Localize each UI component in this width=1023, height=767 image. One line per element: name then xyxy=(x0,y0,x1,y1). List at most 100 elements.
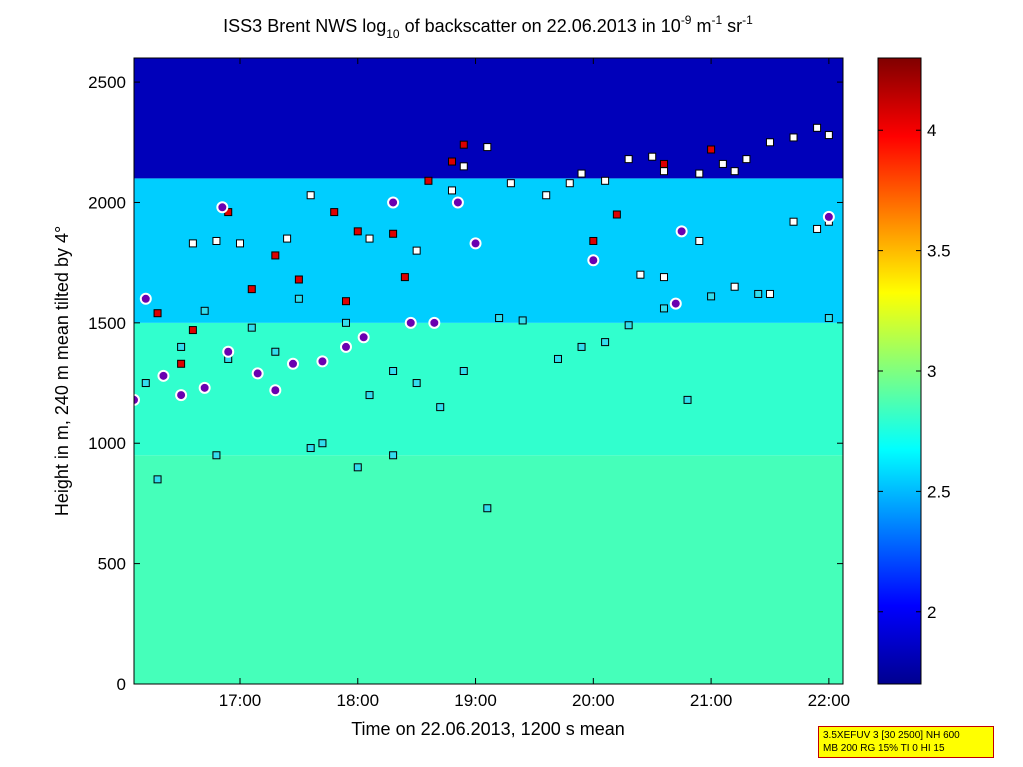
cyan-square-marker xyxy=(460,368,467,375)
white-square-marker xyxy=(766,290,773,297)
white-square-marker xyxy=(507,180,514,187)
cyan-square-marker xyxy=(437,404,444,411)
white-square-marker xyxy=(413,247,420,254)
red-square-marker xyxy=(390,230,397,237)
backscatter-layer xyxy=(134,58,843,178)
colorbar xyxy=(878,58,921,684)
y-tick-label: 1000 xyxy=(88,434,126,453)
white-square-marker xyxy=(814,124,821,131)
red-square-marker xyxy=(460,141,467,148)
red-square-marker xyxy=(354,228,361,235)
purple-circle-marker xyxy=(317,356,327,366)
purple-circle-marker xyxy=(253,368,263,378)
white-square-marker xyxy=(625,156,632,163)
x-tick-label: 18:00 xyxy=(336,691,379,710)
x-axis-label: Time on 22.06.2013, 1200 s mean xyxy=(351,719,625,739)
purple-circle-marker xyxy=(341,342,351,352)
cyan-square-marker xyxy=(366,392,373,399)
white-square-marker xyxy=(660,168,667,175)
cyan-square-marker xyxy=(755,290,762,297)
backscatter-layer xyxy=(134,323,843,455)
x-tick-label: 20:00 xyxy=(572,691,615,710)
cyan-square-marker xyxy=(413,380,420,387)
purple-circle-marker xyxy=(588,255,598,265)
plot-area xyxy=(119,58,843,684)
cyan-square-marker xyxy=(248,324,255,331)
white-square-marker xyxy=(790,218,797,225)
cyan-square-marker xyxy=(825,315,832,322)
cyan-square-marker xyxy=(625,322,632,329)
purple-circle-marker xyxy=(671,299,681,309)
colorbar-tick-label: 2 xyxy=(927,603,936,622)
cyan-square-marker xyxy=(519,317,526,324)
white-square-marker xyxy=(637,271,644,278)
purple-circle-marker xyxy=(270,385,280,395)
white-square-marker xyxy=(213,237,220,244)
y-tick-label: 2500 xyxy=(88,73,126,92)
cyan-square-marker xyxy=(307,445,314,452)
purple-circle-marker xyxy=(824,212,834,222)
cyan-square-marker xyxy=(178,343,185,350)
info-box: 3.5XEFUV 3 [30 2500] NH 600 MB 200 RG 15… xyxy=(818,726,994,758)
white-square-marker xyxy=(566,180,573,187)
y-tick-label: 500 xyxy=(98,555,126,574)
purple-circle-marker xyxy=(200,383,210,393)
cyan-square-marker xyxy=(660,305,667,312)
purple-circle-marker xyxy=(176,390,186,400)
white-square-marker xyxy=(719,160,726,167)
white-square-marker xyxy=(307,192,314,199)
cyan-square-marker xyxy=(708,293,715,300)
red-square-marker xyxy=(272,252,279,259)
purple-circle-marker xyxy=(453,197,463,207)
cyan-square-marker xyxy=(602,339,609,346)
purple-circle-marker xyxy=(677,226,687,236)
white-square-marker xyxy=(543,192,550,199)
white-square-marker xyxy=(660,274,667,281)
white-square-marker xyxy=(602,177,609,184)
purple-circle-marker xyxy=(429,318,439,328)
purple-circle-marker xyxy=(223,347,233,357)
colorbar-tick-label: 4 xyxy=(927,121,936,140)
red-square-marker xyxy=(448,158,455,165)
cyan-square-marker xyxy=(295,295,302,302)
red-square-marker xyxy=(660,160,667,167)
white-square-marker xyxy=(236,240,243,247)
cyan-square-marker xyxy=(342,319,349,326)
y-tick-label: 2000 xyxy=(88,193,126,212)
cyan-square-marker xyxy=(578,343,585,350)
cyan-square-marker xyxy=(554,355,561,362)
red-square-marker xyxy=(295,276,302,283)
white-square-marker xyxy=(696,170,703,177)
white-square-marker xyxy=(743,156,750,163)
cyan-square-marker xyxy=(684,396,691,403)
white-square-marker xyxy=(366,235,373,242)
info-line-1: 3.5XEFUV 3 [30 2500] NH 600 xyxy=(823,729,989,742)
white-square-marker xyxy=(448,187,455,194)
purple-circle-marker xyxy=(406,318,416,328)
white-square-marker xyxy=(766,139,773,146)
cyan-square-marker xyxy=(390,452,397,459)
cyan-square-marker xyxy=(354,464,361,471)
purple-circle-marker xyxy=(217,202,227,212)
purple-circle-marker xyxy=(388,197,398,207)
x-tick-label: 22:00 xyxy=(808,691,851,710)
x-tick-label: 21:00 xyxy=(690,691,733,710)
cyan-square-marker xyxy=(119,493,126,500)
info-line-2: MB 200 RG 15% TI 0 HI 15 xyxy=(823,742,989,755)
purple-circle-marker xyxy=(141,294,151,304)
red-square-marker xyxy=(154,310,161,317)
red-square-marker xyxy=(342,298,349,305)
x-tick-label: 19:00 xyxy=(454,691,497,710)
white-square-marker xyxy=(460,163,467,170)
cyan-square-marker xyxy=(142,380,149,387)
purple-circle-marker xyxy=(288,359,298,369)
cyan-square-marker xyxy=(319,440,326,447)
red-square-marker xyxy=(590,237,597,244)
y-tick-label: 0 xyxy=(117,675,126,694)
x-tick-label: 17:00 xyxy=(219,691,262,710)
purple-circle-marker xyxy=(471,238,481,248)
cyan-square-marker xyxy=(201,307,208,314)
cyan-square-marker xyxy=(154,476,161,483)
cyan-square-marker xyxy=(496,315,503,322)
